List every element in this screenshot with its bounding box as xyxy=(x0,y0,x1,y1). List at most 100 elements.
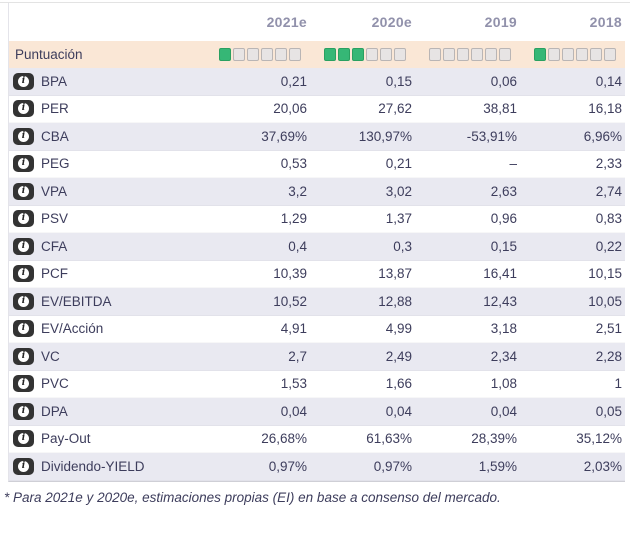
metric-value: 1,08 xyxy=(490,376,517,392)
metric-value: 4,91 xyxy=(280,321,307,337)
info-icon-glyph: i xyxy=(18,405,29,417)
metric-values: 1,29 1,37 0,96 0,83 xyxy=(205,211,625,226)
score-square-empty xyxy=(275,48,287,61)
info-icon[interactable]: i xyxy=(13,127,34,145)
table-row: i PEG 0,53 0,21 – 2,33 xyxy=(9,150,625,178)
info-icon[interactable]: i xyxy=(13,375,34,393)
metric-label: VPA xyxy=(41,183,68,199)
metric-value: 1,37 xyxy=(385,211,412,227)
footnote: * Para 2021e y 2020e, estimaciones propi… xyxy=(4,489,501,505)
score-square-empty xyxy=(457,48,469,61)
metric-value: 20,06 xyxy=(273,101,307,117)
metric-values: 0,4 0,3 0,15 0,22 xyxy=(205,239,625,254)
score-square-empty xyxy=(233,48,245,61)
metric-label: PEG xyxy=(41,156,70,172)
metric-values: 2,7 2,49 2,34 2,28 xyxy=(205,349,625,364)
info-icon[interactable]: i xyxy=(13,155,34,173)
year-header-row: 2021e 2020e 2019 2018 xyxy=(9,3,625,41)
metric-label: PER xyxy=(41,101,69,117)
info-icon-glyph: i xyxy=(18,268,29,280)
metric-value: 12,43 xyxy=(483,293,517,309)
metric-value: 10,15 xyxy=(588,266,622,282)
score-square-empty xyxy=(443,48,455,61)
metric-value: 0,06 xyxy=(490,73,517,89)
metric-rows: i BPA 0,21 0,15 0,06 0,14 i PER 20,06 27,62 38,81 1… xyxy=(9,68,625,481)
info-icon[interactable]: i xyxy=(13,265,34,283)
metric-value: 0,53 xyxy=(280,156,307,172)
info-icon[interactable]: i xyxy=(13,182,34,200)
score-square-empty xyxy=(366,48,378,61)
metric-value: 0,21 xyxy=(385,156,412,172)
metric-value: 2,33 xyxy=(595,156,622,172)
info-icon[interactable]: i xyxy=(13,402,34,420)
metric-values: 20,06 27,62 38,81 16,18 xyxy=(205,101,625,116)
score-square-empty xyxy=(380,48,392,61)
score-square-empty xyxy=(247,48,259,61)
metric-value: 0,05 xyxy=(595,403,622,419)
metric-value: 16,18 xyxy=(588,101,622,117)
metric-values: 1,53 1,66 1,08 1 xyxy=(205,376,625,391)
info-icon[interactable]: i xyxy=(13,292,34,310)
info-icon-glyph: i xyxy=(18,75,29,87)
info-icon[interactable]: i xyxy=(13,430,34,448)
table-row: i CBA 37,69% 130,97% -53,91% 6,96% xyxy=(9,123,625,151)
metric-value: 37,69% xyxy=(261,128,307,144)
metric-values: 10,39 13,87 16,41 10,15 xyxy=(205,266,625,281)
info-icon[interactable]: i xyxy=(13,320,34,338)
info-icon[interactable]: i xyxy=(13,237,34,255)
metric-value: 10,52 xyxy=(273,293,307,309)
metric-value: 2,34 xyxy=(490,348,517,364)
metric-value: 0,96 xyxy=(490,211,517,227)
metric-value: 1,59% xyxy=(478,458,517,474)
metric-value: 3,18 xyxy=(490,321,517,337)
score-square-empty xyxy=(604,48,616,61)
metric-value: 130,97% xyxy=(358,128,412,144)
metric-value: 0,15 xyxy=(385,73,412,89)
info-icon[interactable]: i xyxy=(13,210,34,228)
info-icon[interactable]: i xyxy=(13,100,34,118)
metric-value: 2,28 xyxy=(595,348,622,364)
top-divider xyxy=(0,2,630,3)
score-square-empty xyxy=(394,48,406,61)
table-row: i EV/EBITDA 10,52 12,88 12,43 10,05 xyxy=(9,288,625,316)
metric-label: EV/EBITDA xyxy=(41,293,112,309)
metric-value: 0,04 xyxy=(280,403,307,419)
metric-value: 0,14 xyxy=(595,73,622,89)
info-icon[interactable]: i xyxy=(13,457,34,475)
table-row: i Dividendo-YIELD 0,97% 0,97% 1,59% 2,03% xyxy=(9,453,625,481)
score-cell xyxy=(205,48,310,61)
metric-value: 38,81 xyxy=(483,101,517,117)
metric-value: 2,7 xyxy=(288,348,307,364)
metric-values: 37,69% 130,97% -53,91% 6,96% xyxy=(205,129,625,144)
metric-value: 1,66 xyxy=(385,376,412,392)
info-icon-glyph: i xyxy=(18,460,29,472)
metric-label: PCF xyxy=(41,266,68,282)
table-row: i PVC 1,53 1,66 1,08 1 xyxy=(9,370,625,398)
metric-values: 4,91 4,99 3,18 2,51 xyxy=(205,321,625,336)
year-columns: 2021e 2020e 2019 2018 xyxy=(205,14,625,30)
metric-label: CBA xyxy=(41,128,69,144)
score-square-filled xyxy=(352,48,364,61)
metric-values: 0,21 0,15 0,06 0,14 xyxy=(205,74,625,89)
metrics-table: 2021e 2020e 2019 2018 Puntuación i BPA 0,21 0,… xyxy=(8,3,625,482)
table-row: i PCF 10,39 13,87 16,41 10,15 xyxy=(9,260,625,288)
score-square-empty xyxy=(590,48,602,61)
score-square-filled xyxy=(324,48,336,61)
info-icon[interactable]: i xyxy=(13,72,34,90)
info-icon-glyph: i xyxy=(18,323,29,335)
info-icon[interactable]: i xyxy=(13,347,34,365)
metric-value: 61,63% xyxy=(366,431,412,447)
metric-value: 0,04 xyxy=(490,403,517,419)
table-row: i EV/Acción 4,91 4,99 3,18 2,51 xyxy=(9,315,625,343)
metric-value: – xyxy=(509,156,517,172)
metric-value: 6,96% xyxy=(583,128,622,144)
metric-value: 2,74 xyxy=(595,183,622,199)
info-icon-glyph: i xyxy=(18,213,29,225)
info-icon-glyph: i xyxy=(18,350,29,362)
table-row: i CFA 0,4 0,3 0,15 0,22 xyxy=(9,233,625,261)
score-square-empty xyxy=(429,48,441,61)
metric-value: 2,49 xyxy=(385,348,412,364)
info-icon-glyph: i xyxy=(18,295,29,307)
metric-label: BPA xyxy=(41,73,68,89)
metric-value: 0,83 xyxy=(595,211,622,227)
